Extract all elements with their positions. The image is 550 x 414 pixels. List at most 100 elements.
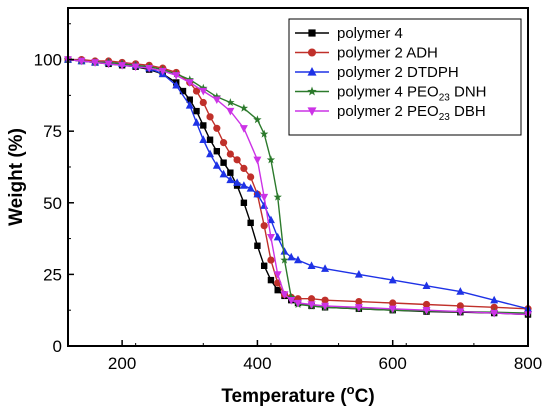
- data-point: [274, 286, 281, 294]
- x-tick-label: 800: [514, 354, 542, 373]
- data-point: [212, 96, 221, 105]
- data-point: [388, 305, 397, 314]
- data-point: [206, 136, 214, 143]
- data-point: [185, 75, 194, 84]
- x-axis-label-main: Temperature (: [221, 386, 347, 407]
- legend-label: polymer 2 ADH: [337, 45, 438, 62]
- series-5: [64, 56, 532, 319]
- legend-item: polymer 2 PEO23 DBH: [295, 103, 486, 123]
- data-point: [260, 262, 268, 269]
- data-point: [355, 298, 363, 306]
- data-point: [226, 98, 235, 107]
- data-point: [254, 242, 261, 249]
- data-point: [287, 252, 296, 261]
- data-point: [199, 135, 208, 143]
- data-point: [321, 302, 330, 311]
- data-point: [321, 296, 329, 304]
- data-point: [185, 79, 194, 87]
- data-point: [490, 295, 499, 304]
- data-point: [273, 271, 282, 279]
- data-point: [247, 173, 255, 181]
- x-axis-label-sup: o: [347, 382, 355, 397]
- x-axis-label-unit: C): [355, 386, 375, 407]
- data-point: [219, 139, 228, 147]
- data-point: [193, 107, 200, 115]
- legend-label: polymer 2 PEO23 DBH: [337, 103, 486, 123]
- data-point: [91, 59, 100, 67]
- legend-marker: [308, 29, 316, 37]
- legend-marker: [307, 48, 317, 57]
- data-point: [259, 129, 269, 138]
- data-point: [233, 156, 241, 164]
- data-point: [260, 201, 269, 209]
- data-point: [280, 291, 289, 299]
- y-tick-label: 25: [43, 265, 62, 284]
- legend-label: polymer 2 DTDPH: [337, 64, 459, 81]
- data-point: [287, 292, 296, 301]
- data-point: [226, 107, 235, 116]
- legend-marker: [307, 86, 317, 96]
- data-point: [280, 247, 289, 255]
- data-point: [213, 124, 221, 132]
- data-point: [456, 287, 465, 295]
- data-point: [233, 178, 242, 186]
- data-point: [239, 125, 248, 133]
- data-point: [246, 184, 255, 192]
- data-point: [199, 87, 208, 96]
- data-point: [186, 96, 193, 103]
- data-point: [145, 64, 154, 73]
- series-line: [68, 58, 529, 310]
- data-point: [354, 269, 363, 278]
- data-point: [239, 103, 249, 112]
- data-point: [104, 60, 113, 69]
- legend: polymer 4 polymer 2 ADH polymer 2 DTDPH pol…: [288, 18, 522, 136]
- x-axis-label: Temperature (oC): [221, 382, 374, 407]
- data-point: [456, 308, 465, 317]
- y-tick-label: 50: [43, 194, 62, 213]
- legend-item: polymer 4 PEO23 DNH: [295, 84, 487, 104]
- data-point: [267, 256, 275, 264]
- data-point: [220, 159, 227, 166]
- data-point: [212, 92, 222, 101]
- data-point: [260, 193, 269, 202]
- data-point: [192, 118, 201, 126]
- data-point: [199, 83, 208, 92]
- data-point: [219, 169, 228, 178]
- data-point: [253, 156, 262, 165]
- legend-item: polymer 2 DTDPH: [295, 64, 459, 81]
- data-point: [266, 233, 275, 242]
- data-point: [354, 304, 363, 312]
- legend-marker: [307, 107, 317, 116]
- data-point: [280, 255, 289, 264]
- y-tick-label: 100: [34, 51, 62, 70]
- data-point: [267, 276, 275, 284]
- data-point: [253, 115, 262, 124]
- data-point: [206, 113, 214, 121]
- data-point: [307, 261, 316, 269]
- data-point: [212, 161, 221, 169]
- data-point: [239, 181, 248, 189]
- data-point: [179, 87, 187, 95]
- data-point: [294, 255, 302, 264]
- data-point: [266, 155, 276, 164]
- data-point: [240, 164, 248, 173]
- legend-item: polymer 2 ADH: [295, 45, 438, 62]
- legend-item: polymer 4: [295, 25, 403, 42]
- data-point: [490, 309, 499, 318]
- legend-label: polymer 4: [337, 25, 403, 42]
- data-point: [456, 302, 464, 310]
- data-point: [158, 67, 167, 76]
- data-point: [247, 219, 254, 227]
- data-point: [273, 192, 282, 201]
- data-point: [422, 300, 431, 309]
- data-point: [321, 264, 330, 272]
- plot-frame: [67, 7, 529, 347]
- data-point: [389, 299, 397, 307]
- data-point: [213, 148, 221, 155]
- data-point: [199, 98, 207, 107]
- data-point: [307, 301, 316, 309]
- legend-label: polymer 4 PEO23 DNH: [337, 84, 487, 104]
- data-point: [192, 87, 201, 95]
- data-point: [388, 275, 397, 284]
- data-point: [287, 296, 296, 305]
